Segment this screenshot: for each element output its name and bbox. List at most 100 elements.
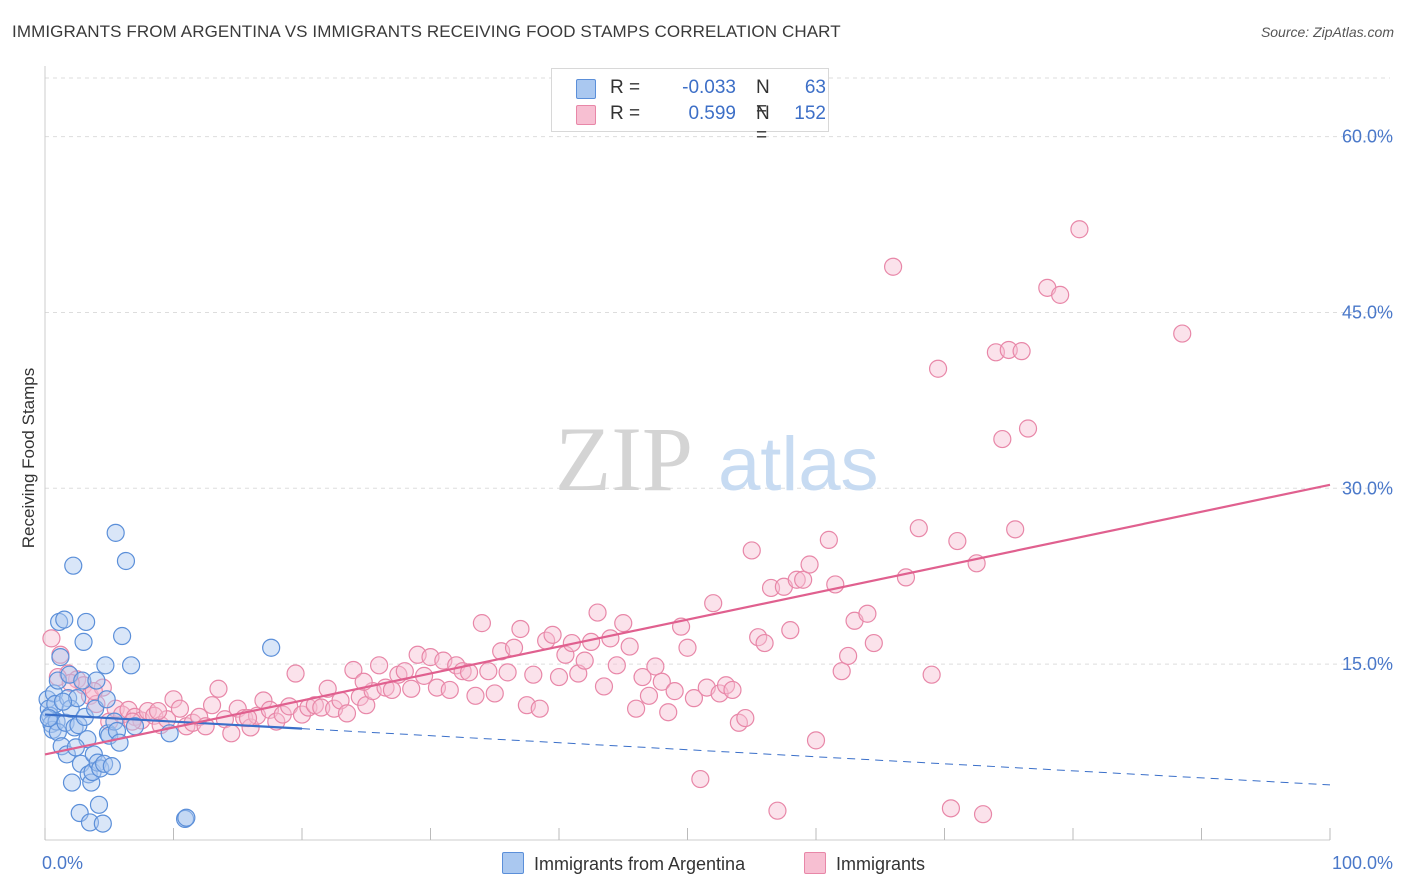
immigrants-point xyxy=(684,689,704,708)
argentina-point xyxy=(80,813,100,832)
immigrants-point xyxy=(170,699,190,718)
tick-labels: 15.0% 30.0% 45.0% 60.0% 0.0% 100.0% xyxy=(42,127,1393,873)
argentina-point xyxy=(62,773,82,792)
immigrants-point xyxy=(973,805,993,824)
argentina-point xyxy=(61,699,80,718)
immigrants-point xyxy=(148,701,168,721)
immigrants-point xyxy=(93,678,112,697)
immigrants-point xyxy=(267,712,286,731)
immigrants-point xyxy=(498,663,517,682)
immigrants-point xyxy=(1173,324,1192,343)
argentina-point xyxy=(64,556,83,575)
argentina-point xyxy=(97,690,116,709)
immigrants-point xyxy=(337,704,357,723)
immigrants-point xyxy=(440,680,459,700)
immigrants-point xyxy=(382,680,402,700)
immigrants-point xyxy=(472,614,491,633)
immigrants-point xyxy=(678,638,697,657)
legend-n-label: N = xyxy=(756,103,770,146)
argentina-point xyxy=(89,795,109,814)
source-label: Source: ZipAtlas.com xyxy=(1260,24,1394,40)
immigrants-point xyxy=(466,686,485,705)
argentina-point xyxy=(77,612,96,632)
immigrants-point xyxy=(646,657,665,676)
gridlines xyxy=(45,77,1390,665)
immigrants-point xyxy=(768,801,787,820)
x-tick-label: 0.0% xyxy=(42,853,83,873)
y-axis-title: Receiving Food Stamps xyxy=(19,368,38,548)
immigrants-point xyxy=(524,665,543,684)
argentina-point xyxy=(87,671,106,690)
y-tick-label: 60.0% xyxy=(1342,127,1393,147)
argentina-point xyxy=(48,723,67,742)
immigrants-point xyxy=(1006,520,1025,539)
immigrants-point xyxy=(164,690,183,709)
y-tick-label: 15.0% xyxy=(1342,654,1393,674)
legend-n-value: 152 xyxy=(794,103,826,124)
watermark-atlas: atlas xyxy=(718,422,879,507)
immigrants-point xyxy=(202,696,222,715)
immigrants-point xyxy=(594,677,614,696)
immigrants-point xyxy=(626,699,646,718)
immigrants-point xyxy=(761,578,781,598)
argentina-points xyxy=(38,523,281,833)
immigrants-point xyxy=(633,667,652,687)
immigrants-point xyxy=(704,594,723,613)
immigrants-point xyxy=(485,684,504,703)
legend-label: Immigrants from Argentina xyxy=(534,854,746,874)
legend-swatch-pink xyxy=(804,852,826,874)
immigrants-point xyxy=(292,705,312,724)
immigrants-point xyxy=(652,672,671,691)
immigrants-point xyxy=(928,359,948,378)
argentina-trendline xyxy=(44,713,303,730)
argentina-point xyxy=(48,671,67,690)
immigrants-point xyxy=(723,680,742,700)
legend-swatch-blue xyxy=(576,79,596,99)
immigrants-point xyxy=(736,708,755,728)
immigrants-point xyxy=(999,340,1018,360)
immigrants-point xyxy=(530,699,549,718)
immigrants-point xyxy=(806,731,826,750)
immigrants-point xyxy=(787,570,806,589)
x-tick-label: 100.0% xyxy=(1332,853,1393,873)
legend-item-argentina: Immigrants from Argentina xyxy=(502,852,745,875)
immigrants-point xyxy=(781,621,800,640)
legend-r-label: R = xyxy=(610,103,641,124)
argentina-point xyxy=(116,551,136,571)
immigrants-point xyxy=(543,625,562,644)
immigrants-point xyxy=(839,646,858,666)
immigrants-point xyxy=(864,633,883,653)
trendlines xyxy=(44,483,1331,786)
argentina-point xyxy=(106,523,125,542)
y-tick-label: 30.0% xyxy=(1342,478,1393,498)
immigrants-point xyxy=(42,629,61,648)
immigrants-point xyxy=(858,604,877,623)
immigrants-point xyxy=(909,519,928,538)
immigrants-point xyxy=(479,662,498,681)
watermark: ZIP atlas xyxy=(555,408,879,510)
argentina-point xyxy=(112,626,132,646)
argentina-point xyxy=(102,757,121,776)
correlation-legend: R = -0.033 N = 63 R = 0.599 N = 152 xyxy=(551,68,829,146)
argentina-point xyxy=(121,656,141,675)
legend-r-label: R = xyxy=(610,77,641,98)
immigrants-point xyxy=(800,555,819,574)
argentina-point xyxy=(262,638,281,657)
argentina-point xyxy=(73,671,92,690)
immigrants-point xyxy=(318,679,337,698)
immigrants-point xyxy=(794,570,813,589)
immigrants-point xyxy=(755,633,774,653)
watermark-zip: ZIP xyxy=(555,408,693,510)
immigrants-point xyxy=(883,257,903,276)
legend-label: Immigrants xyxy=(836,854,926,874)
immigrants-point xyxy=(312,698,331,717)
immigrants-point xyxy=(588,603,607,622)
immigrants-point xyxy=(832,662,851,681)
legend-item-immigrants: Immigrants xyxy=(804,852,925,875)
legend-swatch-pink xyxy=(576,105,596,125)
immigrants-point xyxy=(1012,342,1031,361)
legend-n-label: N = xyxy=(756,77,770,120)
immigrants-point xyxy=(459,663,479,682)
argentina-point xyxy=(96,656,115,675)
immigrants-point xyxy=(1018,419,1038,438)
